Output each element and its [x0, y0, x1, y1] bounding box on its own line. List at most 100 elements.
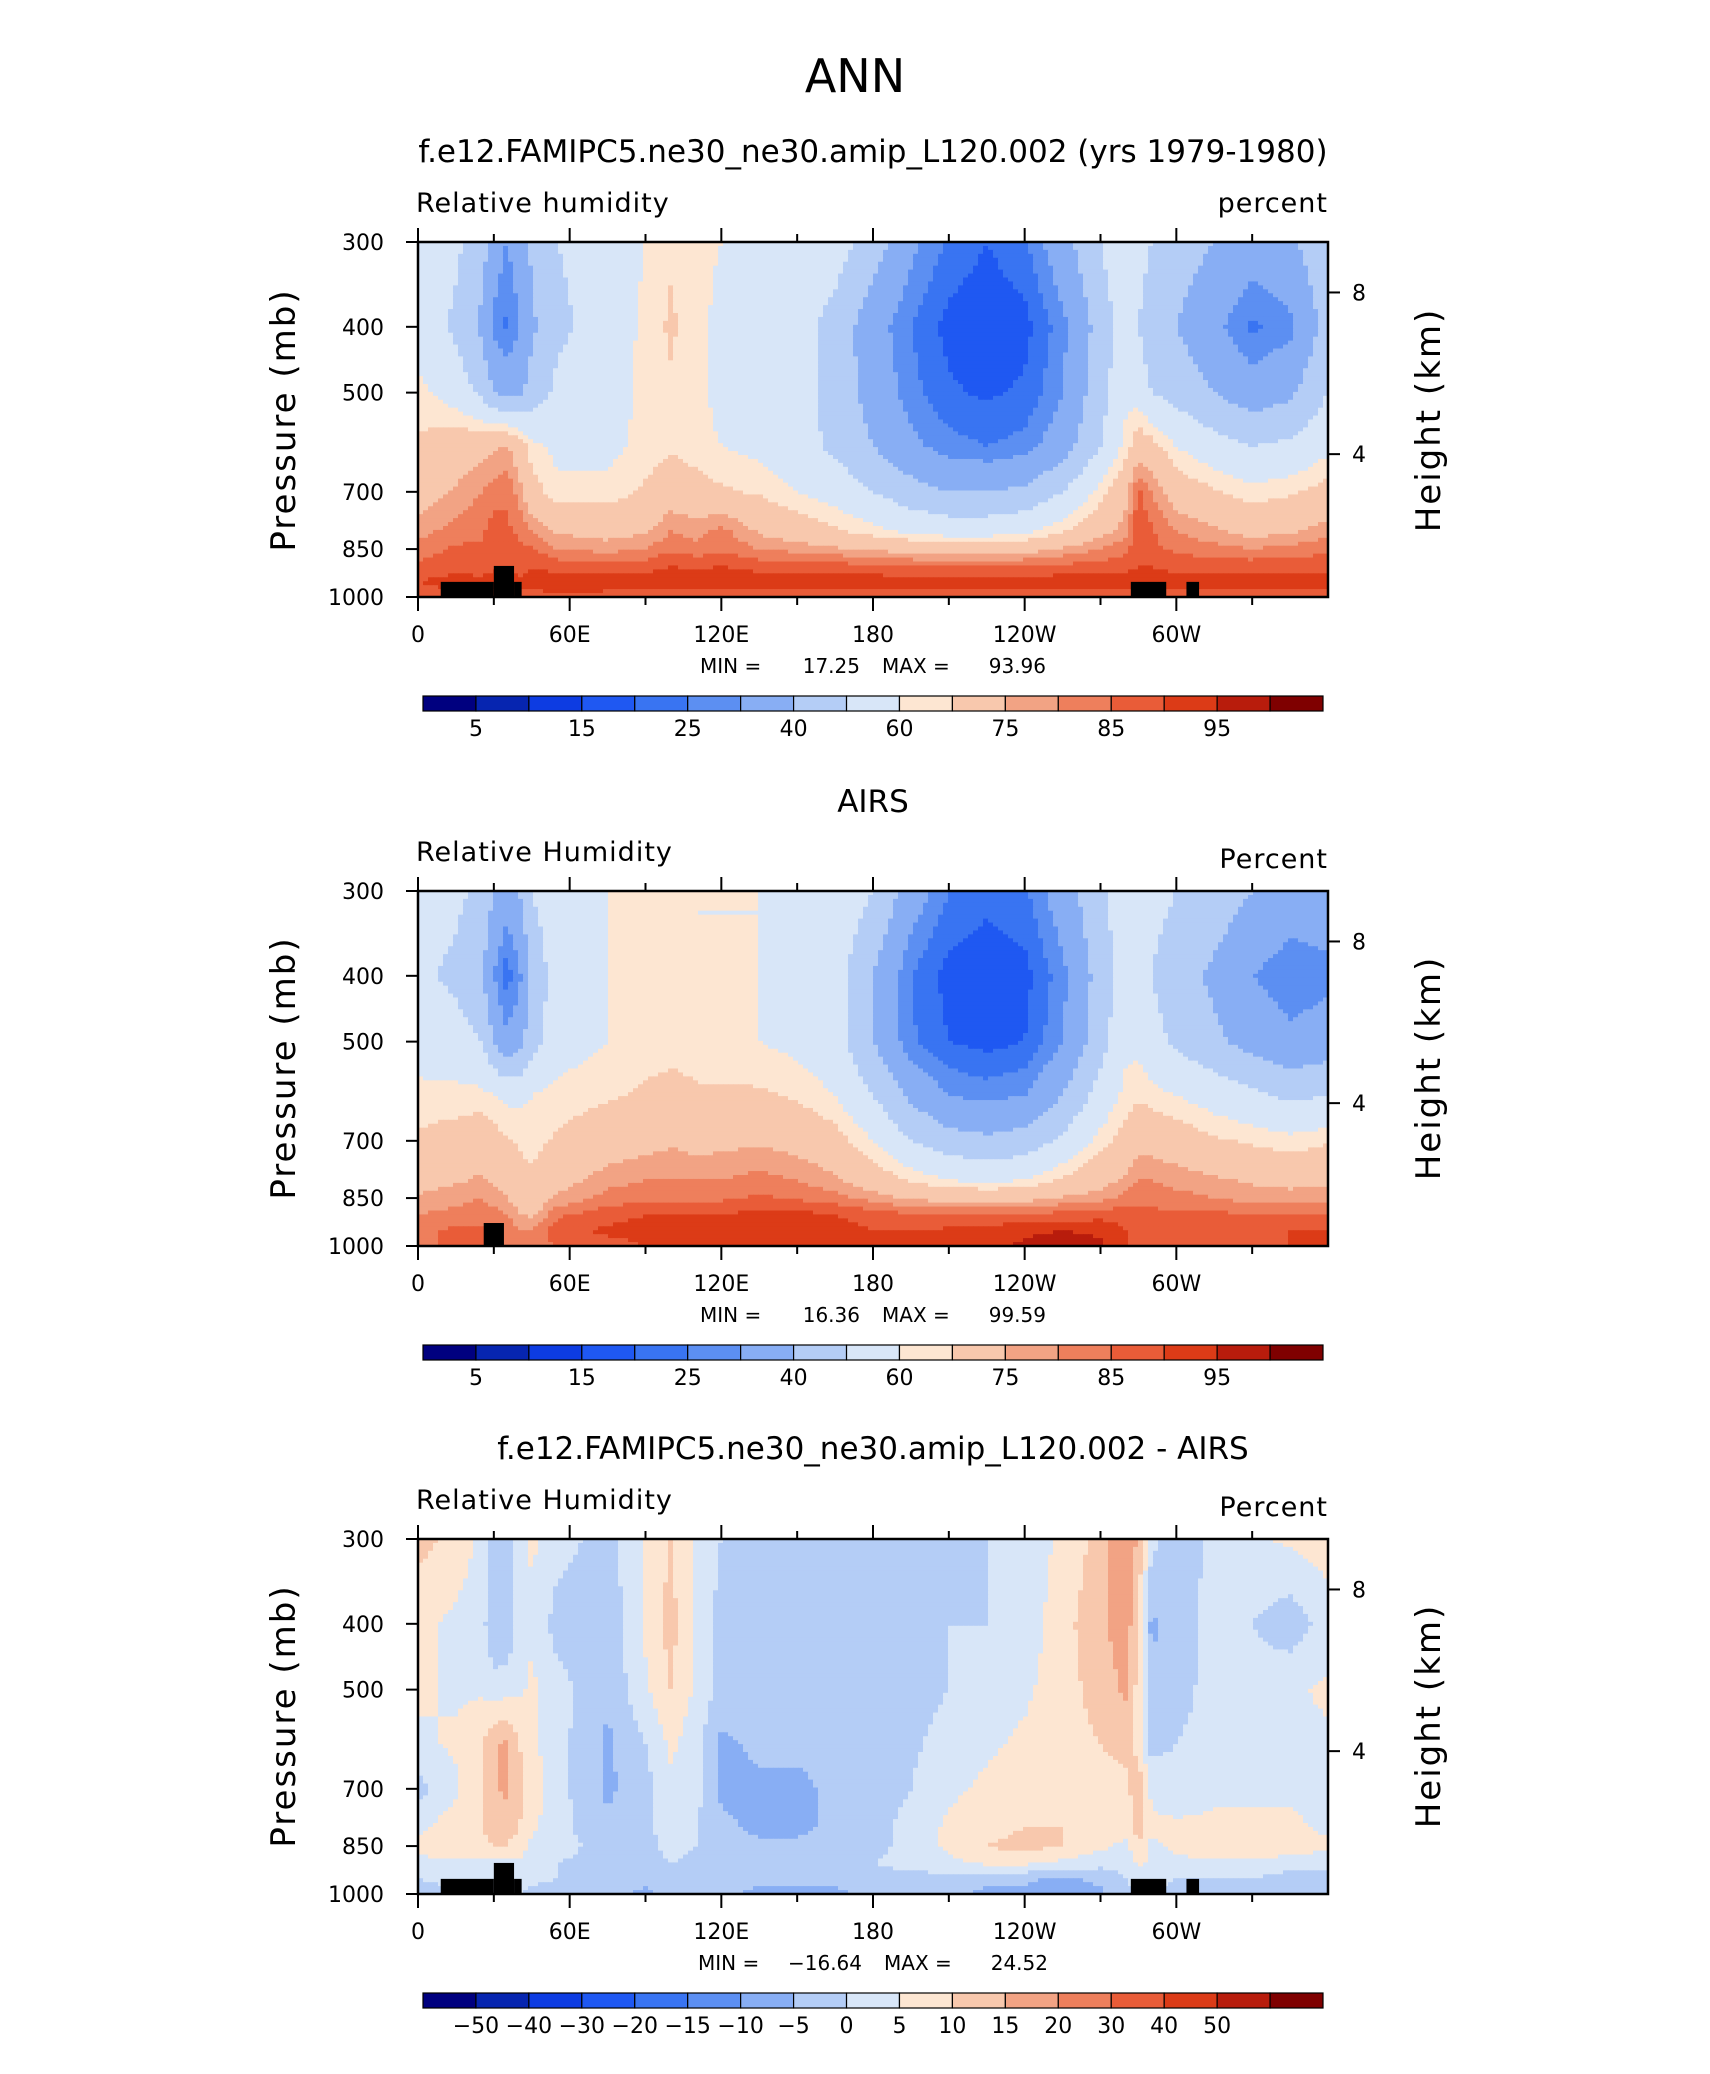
field-cell	[1048, 246, 1054, 251]
field-cell	[758, 285, 764, 290]
field-cell	[1293, 325, 1299, 330]
field-cell	[1078, 345, 1084, 350]
field-cell	[1178, 262, 1184, 267]
field-cell	[593, 345, 599, 350]
field-cell	[638, 329, 644, 334]
field-cell	[923, 289, 929, 294]
field-cell	[598, 289, 604, 294]
field-cell	[1018, 345, 1024, 350]
field-cell	[1158, 266, 1164, 271]
field-cell	[1028, 317, 1034, 322]
field-cell	[803, 349, 809, 354]
field-cell	[603, 305, 609, 310]
field-cell	[473, 321, 479, 326]
field-cell	[563, 337, 569, 342]
field-cell	[738, 297, 744, 302]
field-cell	[1228, 278, 1234, 283]
field-cell	[1168, 258, 1174, 263]
field-cell	[708, 321, 714, 326]
field-cell	[1063, 333, 1069, 338]
field-cell	[493, 266, 499, 271]
field-cell	[723, 262, 729, 267]
field-cell	[1193, 345, 1199, 350]
field-cell	[823, 250, 829, 255]
field-cell	[453, 250, 459, 255]
field-cell	[1143, 313, 1149, 318]
field-cell	[768, 345, 774, 350]
field-cell	[1063, 246, 1069, 251]
field-cell	[843, 274, 849, 279]
field-cell	[1303, 246, 1309, 251]
field-cell	[713, 258, 719, 263]
field-cell	[1308, 246, 1314, 251]
field-cell	[1073, 250, 1079, 255]
field-cell	[548, 274, 554, 279]
field-cell	[1133, 266, 1139, 271]
field-cell	[1053, 341, 1059, 346]
field-cell	[813, 258, 819, 263]
field-cell	[758, 325, 764, 330]
field-cell	[673, 274, 679, 279]
field-cell	[603, 254, 609, 259]
field-cell	[1213, 262, 1219, 267]
field-cell	[988, 246, 994, 251]
field-cell	[793, 301, 799, 306]
field-cell	[1038, 333, 1044, 338]
field-cell	[938, 285, 944, 290]
field-cell	[1008, 301, 1014, 306]
field-cell	[698, 317, 704, 322]
field-cell	[493, 321, 499, 326]
field-cell	[943, 246, 949, 251]
field-cell	[938, 333, 944, 338]
field-cell	[903, 293, 909, 298]
field-cell	[823, 278, 829, 283]
field-cell	[558, 270, 564, 275]
field-cell	[908, 293, 914, 298]
field-cell	[638, 321, 644, 326]
field-cell	[1003, 313, 1009, 318]
field-cell	[1063, 285, 1069, 290]
field-cell	[1058, 301, 1064, 306]
field-cell	[1218, 262, 1224, 267]
field-cell	[773, 337, 779, 342]
field-cell	[658, 246, 664, 251]
field-cell	[838, 329, 844, 334]
field-cell	[423, 301, 429, 306]
field-cell	[818, 274, 824, 279]
field-cell	[1098, 285, 1104, 290]
field-cell	[1193, 321, 1199, 326]
field-cell	[653, 313, 659, 318]
field-cell	[838, 309, 844, 314]
field-cell	[1318, 281, 1324, 286]
field-cell	[1188, 329, 1194, 334]
field-cell	[1113, 321, 1119, 326]
field-cell	[1088, 270, 1094, 275]
field-cell	[1293, 329, 1299, 334]
field-cell	[1268, 301, 1274, 306]
field-cell	[1138, 262, 1144, 267]
field-cell	[778, 349, 784, 354]
field-cell	[908, 270, 914, 275]
field-cell	[833, 293, 839, 298]
field-cell	[763, 246, 769, 251]
field-cell	[488, 266, 494, 271]
field-cell	[1293, 301, 1299, 306]
field-cell	[903, 317, 909, 322]
field-cell	[778, 250, 784, 255]
field-cell	[1158, 313, 1164, 318]
field-cell	[618, 250, 624, 255]
field-cell	[1063, 317, 1069, 322]
field-cell	[1068, 337, 1074, 342]
field-cell	[948, 289, 954, 294]
field-cell	[603, 341, 609, 346]
field-cell	[1103, 329, 1109, 334]
field-cell	[1208, 309, 1214, 314]
field-cell	[1293, 254, 1299, 259]
field-cell	[608, 297, 614, 302]
field-cell	[578, 309, 584, 314]
field-cell	[1278, 254, 1284, 259]
field-cell	[973, 313, 979, 318]
field-cell	[1153, 321, 1159, 326]
field-cell	[563, 258, 569, 263]
field-cell	[423, 258, 429, 263]
